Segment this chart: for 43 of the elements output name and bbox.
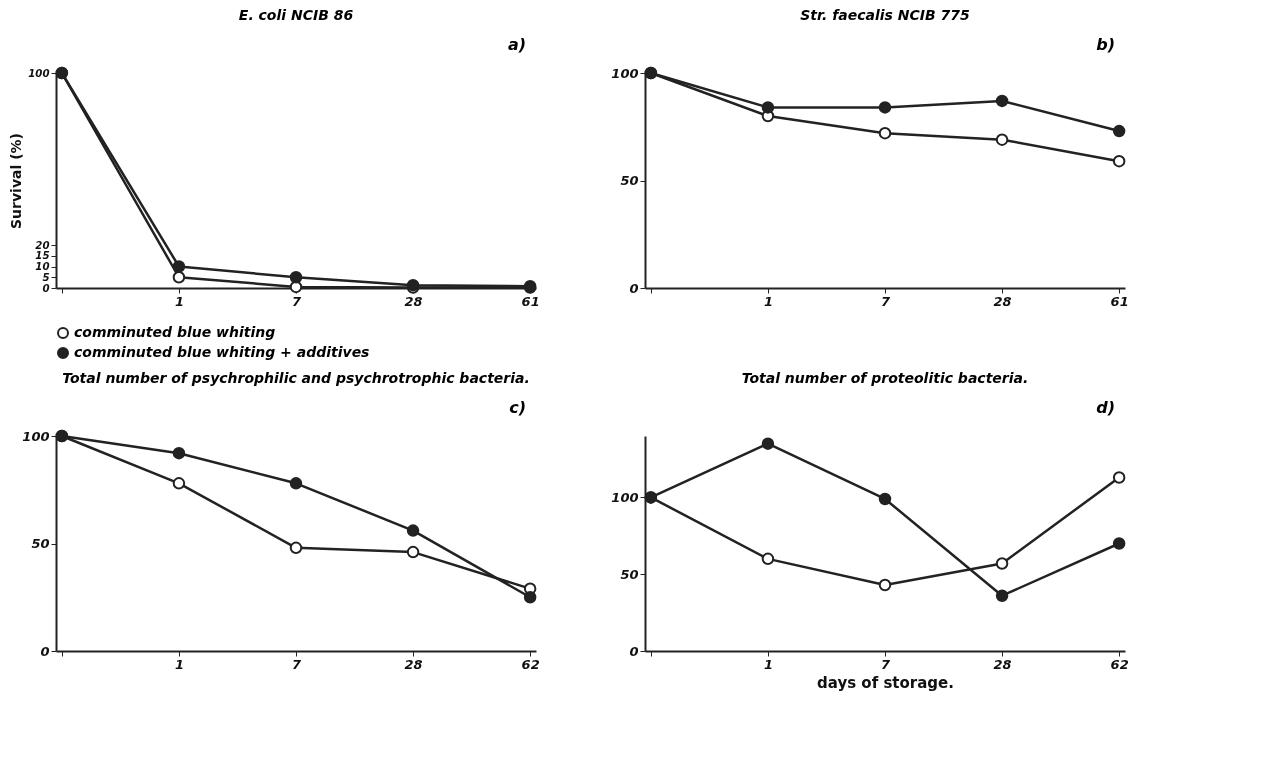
y-tick-label: 50 xyxy=(31,536,50,551)
y-tick-label: 100 xyxy=(611,65,639,81)
x-tick-label: 61 xyxy=(1110,293,1129,309)
text: a) xyxy=(507,35,526,54)
x-tick-label: 1 xyxy=(763,656,773,672)
y-tick-label: 0 xyxy=(629,280,639,296)
legend-label: comminuted blue whiting xyxy=(74,324,276,340)
y-tick-label: 50 xyxy=(620,566,639,582)
x-tick-label: 1 xyxy=(174,656,184,672)
x-tick-label: 61 xyxy=(521,293,540,309)
x-tick-label: 7 xyxy=(291,656,302,672)
chart-title: Total number of proteolitic bacteria. xyxy=(741,370,1029,386)
y-tick-label: 15 xyxy=(35,250,50,262)
x-tick-label: 7 xyxy=(880,656,891,672)
x-axis-title: days of storage. xyxy=(817,673,954,692)
x-tick-label: 28 xyxy=(993,293,1012,309)
chart-title: Total number of psychrophilic and psychrotrophic bacteria. xyxy=(62,370,530,386)
y-tick-label: 0 xyxy=(40,643,50,659)
legend-label: comminuted blue whiting + additives xyxy=(74,344,370,360)
y-tick-label: 100 xyxy=(22,428,50,444)
chart-title: E. coli NCIB 86 xyxy=(238,7,354,23)
text: d) xyxy=(1096,398,1115,417)
y-tick-label: 50 xyxy=(620,173,639,188)
y-tick-label: 20 xyxy=(35,239,50,251)
x-tick-label: 1 xyxy=(174,293,184,309)
y-tick-label: 100 xyxy=(611,489,639,505)
y-tick-label: 10 xyxy=(35,261,50,272)
y-tick-label: 0 xyxy=(42,282,50,294)
text: c) xyxy=(509,398,526,417)
text: b) xyxy=(1096,35,1115,54)
y-tick-label: 0 xyxy=(629,643,639,659)
y-tick-label: 100 xyxy=(28,67,50,79)
x-tick-label: 62 xyxy=(1110,656,1129,672)
x-tick-label: 7 xyxy=(291,293,302,309)
x-tick-label: 28 xyxy=(404,656,423,672)
x-tick-label: 62 xyxy=(521,656,540,672)
x-tick-label: 28 xyxy=(404,293,423,309)
x-tick-label: 7 xyxy=(880,293,891,309)
y-axis-title: Survival (%) xyxy=(8,133,25,229)
chart-title: Str. faecalis NCIB 775 xyxy=(800,7,970,23)
x-tick-label: 28 xyxy=(993,656,1012,672)
y-tick-label: 5 xyxy=(42,271,50,283)
x-tick-label: 1 xyxy=(763,293,773,309)
